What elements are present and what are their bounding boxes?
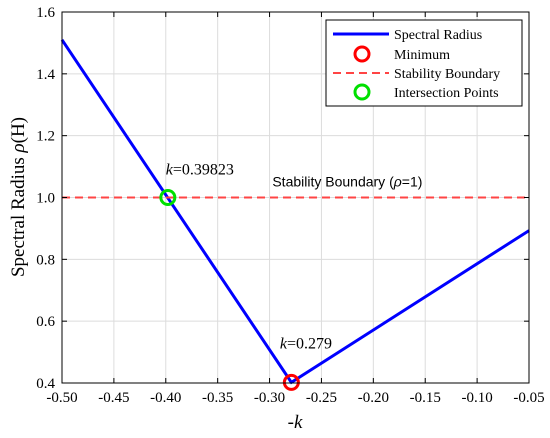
x-tick-label: -0.50	[46, 390, 77, 406]
x-tick-label: -0.25	[306, 390, 337, 406]
tick-labels: -0.50 -0.45 -0.40 -0.35 -0.30 -0.25 -0.20 -0.15…	[36, 5, 544, 406]
x-tick-label: -0.15	[410, 390, 441, 406]
ticks	[61, 11, 530, 384]
y-tick-label: 1.4	[36, 67, 55, 83]
intersection-annotation: k=0.39823	[166, 161, 234, 178]
y-tick-label: 0.6	[36, 314, 55, 330]
y-tick-label: 0.8	[36, 252, 55, 268]
legend-label-minimum: Minimum	[394, 48, 450, 63]
marker-minimum	[282, 373, 300, 391]
series-layer	[60, 38, 530, 385]
y-tick-label: 1.0	[36, 191, 55, 207]
minimum-annotation: k=0.279	[280, 335, 332, 352]
x-tick-label: -0.45	[98, 390, 129, 406]
marker-layer	[159, 189, 300, 391]
y-tick-label: 1.6	[36, 5, 55, 21]
x-tick-label: -0.10	[461, 390, 492, 406]
marker-intersection-points	[159, 189, 177, 206]
stability-boundary-label: Stability Boundary (ρ=1)	[272, 174, 422, 190]
y-tick-label: 0.4	[36, 376, 55, 392]
x-axis-title: -k	[288, 412, 303, 433]
x-tick-label: -0.05	[513, 390, 544, 406]
x-tick-label: -0.20	[358, 390, 389, 406]
y-axis-title: Spectral Radius ρ(H)	[8, 117, 29, 277]
x-tick-label: -0.30	[254, 390, 285, 406]
legend-marker-intersection	[353, 83, 371, 101]
y-tick-label: 1.2	[36, 129, 55, 145]
legend: Spectral Radius Minimum Stability Bounda…	[325, 19, 523, 107]
legend-label-stability-boundary: Stability Boundary	[394, 67, 500, 82]
series-spectral-radius	[60, 38, 530, 385]
legend-label-spectral-radius: Spectral Radius	[394, 28, 482, 43]
x-tick-label: -0.40	[150, 390, 181, 406]
x-tick-label: -0.35	[202, 390, 233, 406]
legend-label-intersection: Intersection Points	[394, 86, 499, 101]
legend-marker-minimum	[353, 45, 371, 63]
